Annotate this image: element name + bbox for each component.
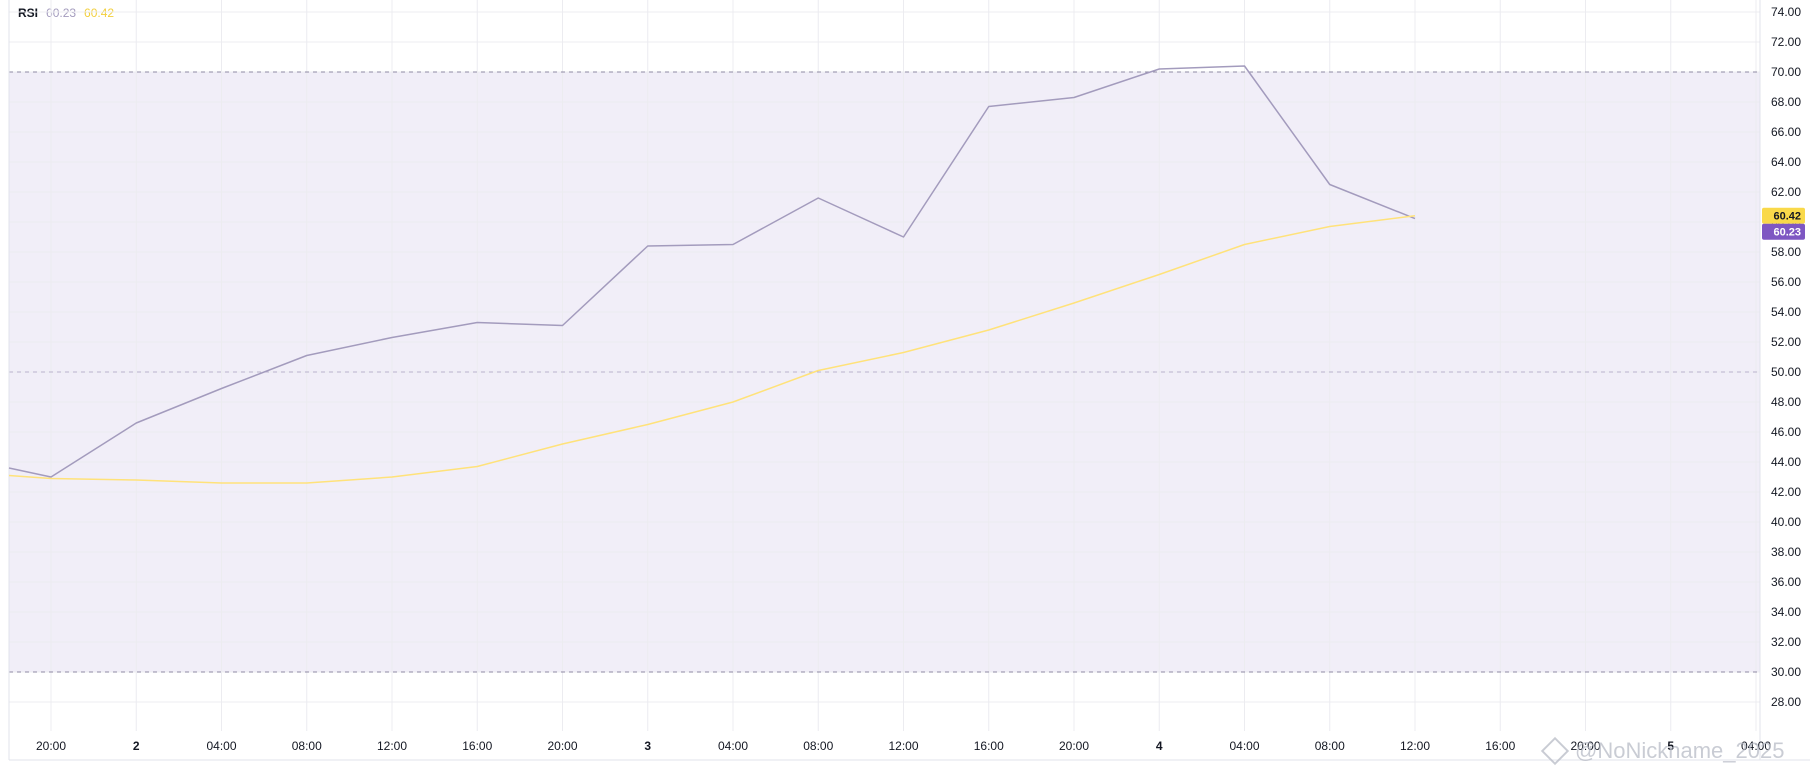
rsi-series-line: [8, 65, 1416, 478]
ma-series-line: [8, 214, 1416, 484]
y-tick-label: 28.00: [1771, 695, 1801, 709]
x-tick-label: 16:00: [462, 739, 492, 753]
x-tick-label: 4: [1156, 739, 1163, 753]
x-tick-label: 08:00: [1315, 739, 1345, 753]
y-tick-label: 32.00: [1771, 635, 1801, 649]
chart-legend: RSI 60.23 60.42: [18, 6, 114, 20]
y-tick-label: 66.00: [1771, 125, 1801, 139]
x-tick-label: 12:00: [377, 739, 407, 753]
x-tick-label: 12:00: [888, 739, 918, 753]
x-tick-label: 12:00: [1400, 739, 1430, 753]
y-tick-label: 36.00: [1771, 575, 1801, 589]
y-tick-label: 40.00: [1771, 515, 1801, 529]
logo-icon: [1540, 736, 1570, 766]
x-tick-label: 04:00: [1229, 739, 1259, 753]
x-tick-label: 16:00: [1485, 739, 1515, 753]
x-tick-label: 20:00: [36, 739, 66, 753]
x-tick-label: 04:00: [1741, 739, 1771, 753]
y-tick-label: 38.00: [1771, 545, 1801, 559]
y-tick-label: 68.00: [1771, 95, 1801, 109]
x-tick-label: 3: [644, 739, 651, 753]
x-tick-label: 08:00: [803, 739, 833, 753]
y-tick-label: 54.00: [1771, 305, 1801, 319]
x-tick-label: 2: [133, 739, 140, 753]
y-tick-label: 46.00: [1771, 425, 1801, 439]
rsi-last-value-badge-text: 60.23: [1773, 227, 1801, 239]
y-tick-label: 34.00: [1771, 605, 1801, 619]
y-tick-label: 62.00: [1771, 185, 1801, 199]
watermark-text: @NoNickname_2025: [1575, 738, 1785, 763]
y-tick-label: 64.00: [1771, 155, 1801, 169]
x-tick-label: 04:00: [206, 739, 236, 753]
x-tick-label: 04:00: [718, 739, 748, 753]
y-tick-label: 50.00: [1771, 365, 1801, 379]
rsi-last-value-badge: [1762, 223, 1805, 240]
legend-ma-value: 60.42: [84, 6, 115, 20]
ma-last-value-badge-text: 60.42: [1773, 211, 1801, 223]
legend-indicator-name: RSI: [18, 6, 39, 20]
y-tick-label: 58.00: [1771, 245, 1801, 259]
y-tick-label: 70.00: [1771, 65, 1801, 79]
y-tick-label: 42.00: [1771, 485, 1801, 499]
x-tick-label: 5: [1667, 739, 1674, 753]
x-tick-label: 08:00: [292, 739, 322, 753]
y-tick-label: 48.00: [1771, 395, 1801, 409]
ma-last-value-badge: [1762, 207, 1805, 224]
x-tick-label: 20:00: [1570, 739, 1600, 753]
y-tick-label: 44.00: [1771, 455, 1801, 469]
x-tick-label: 16:00: [974, 739, 1004, 753]
y-tick-label: 72.00: [1771, 35, 1801, 49]
y-tick-label: 52.00: [1771, 335, 1801, 349]
legend-rsi-value: 60.23: [46, 6, 77, 20]
x-tick-label: 20:00: [547, 739, 577, 753]
x-tick-label: 20:00: [1059, 739, 1089, 753]
watermark: @NoNickname_2025: [1540, 736, 1785, 766]
y-tick-label: 56.00: [1771, 275, 1801, 289]
y-tick-label: 74.00: [1771, 5, 1801, 19]
y-tick-label: 30.00: [1771, 665, 1801, 679]
